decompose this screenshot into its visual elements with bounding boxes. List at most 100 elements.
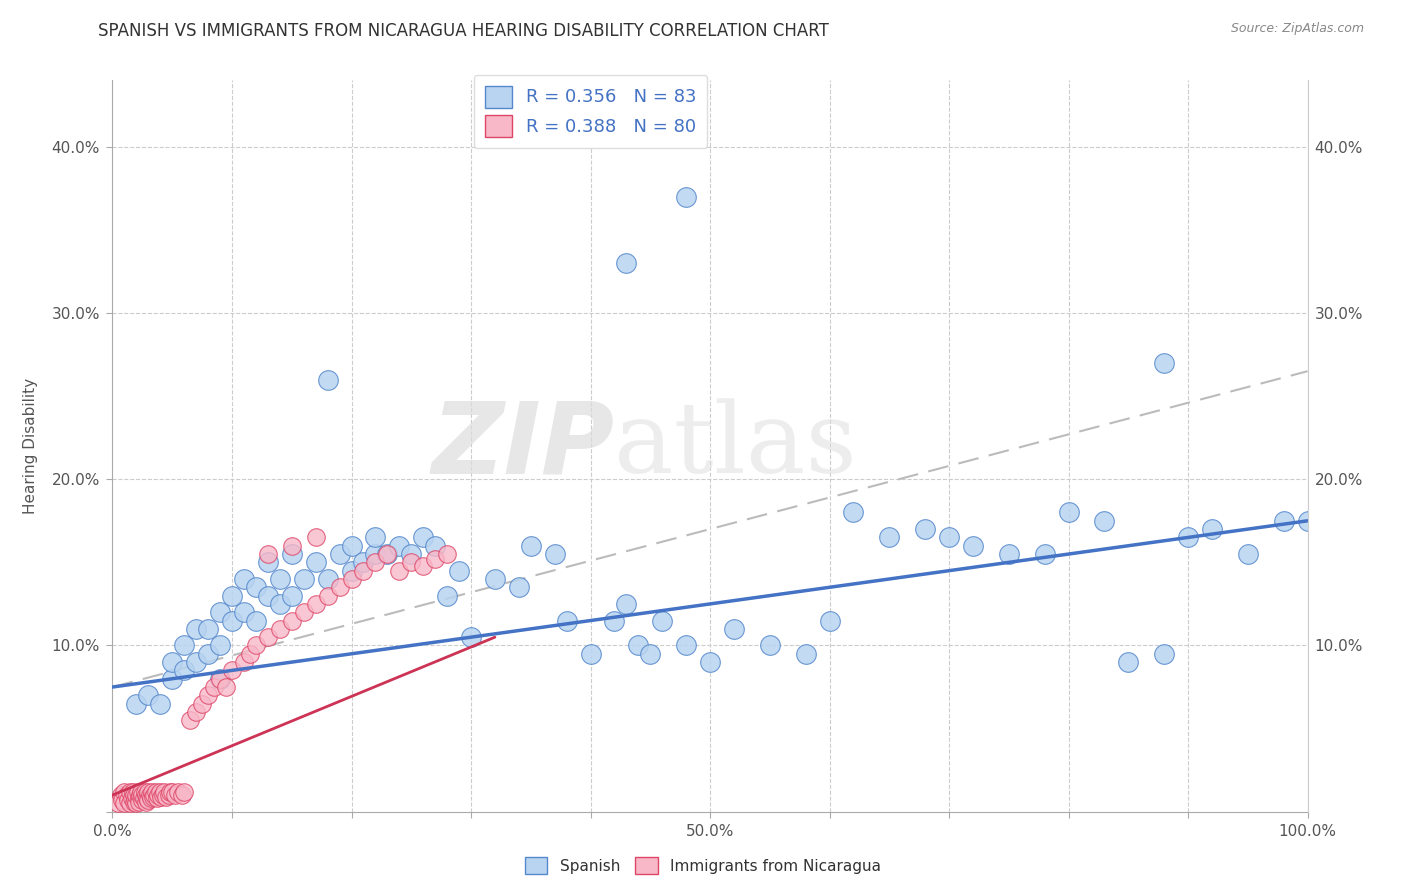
Point [269,597,291,611]
Point [125,788,148,802]
Point [114,785,135,799]
Point [401,547,423,561]
Point [125,797,148,811]
Point [197,622,219,636]
Text: ZIP: ZIP [432,398,614,494]
Point [675,189,697,203]
Point [132,791,155,805]
Point [1033,547,1056,561]
Point [484,572,506,586]
Point [879,530,901,544]
Point [197,689,219,703]
Point [209,672,232,686]
Point [316,572,339,586]
Point [1296,514,1319,528]
Point [209,672,232,686]
Point [269,622,291,636]
Point [145,785,167,799]
Point [135,795,157,809]
Point [150,789,173,804]
Point [122,788,145,802]
Legend: Spanish, Immigrants from Nicaragua: Spanish, Immigrants from Nicaragua [519,851,887,880]
Point [120,797,142,811]
Point [138,689,160,703]
Point [115,788,138,802]
Point [233,572,256,586]
Point [162,672,183,686]
Point [388,564,411,578]
Point [914,522,936,536]
Point [305,530,328,544]
Point [209,639,232,653]
Point [107,797,129,811]
Point [292,605,315,619]
Point [142,789,165,804]
Point [1272,514,1295,528]
Point [134,785,156,799]
Point [269,572,291,586]
Point [153,785,176,799]
Point [120,785,142,799]
Point [627,639,650,653]
Point [173,664,195,678]
Point [117,793,139,807]
Point [245,639,267,653]
Point [340,572,363,586]
Point [1057,506,1080,520]
Point [412,558,434,573]
Point [329,580,352,594]
Text: Source: ZipAtlas.com: Source: ZipAtlas.com [1230,22,1364,36]
Point [167,785,190,799]
Point [305,555,328,569]
Point [162,655,183,669]
Point [143,788,166,802]
Point [197,647,219,661]
Point [173,639,195,653]
Point [1094,514,1116,528]
Point [146,788,169,802]
Point [1153,356,1175,370]
Point [364,547,387,561]
Point [135,788,157,802]
Point [138,788,160,802]
Point [616,256,638,270]
Point [221,664,243,678]
Point [281,539,304,553]
Point [139,791,162,805]
Point [257,589,280,603]
Point [186,705,208,719]
Point [179,714,201,728]
Point [425,552,447,566]
Point [131,788,153,802]
Point [377,547,399,561]
Point [425,539,447,553]
Point [447,564,470,578]
Point [555,614,578,628]
Point [128,795,150,809]
Point [340,564,363,578]
Point [1201,522,1223,536]
Point [163,788,186,802]
Legend: R = 0.356   N = 83, R = 0.388   N = 80: R = 0.356 N = 83, R = 0.388 N = 80 [474,75,707,147]
Point [159,785,181,799]
Point [1153,647,1175,661]
Point [173,785,195,799]
Point [340,539,363,553]
Point [149,785,172,799]
Point [111,793,134,807]
Point [215,680,238,694]
Point [281,614,304,628]
Point [257,547,280,561]
Point [170,788,193,802]
Point [129,788,152,802]
Point [122,795,145,809]
Point [412,530,434,544]
Point [436,589,458,603]
Point [1118,655,1140,669]
Point [1177,530,1199,544]
Point [141,785,163,799]
Point [257,555,280,569]
Point [149,697,172,711]
Point [603,614,626,628]
Point [352,564,374,578]
